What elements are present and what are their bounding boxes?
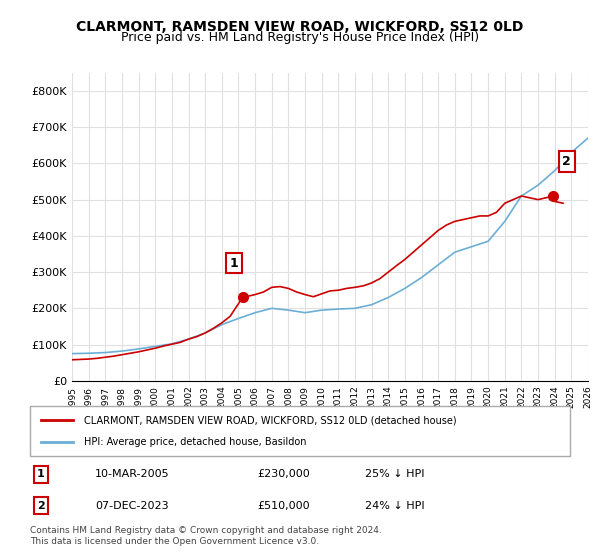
Text: 1: 1: [230, 256, 239, 270]
Text: 2: 2: [562, 155, 571, 168]
Text: 10-MAR-2005: 10-MAR-2005: [95, 469, 169, 479]
Text: £510,000: £510,000: [257, 501, 310, 511]
Text: 2: 2: [37, 501, 44, 511]
Text: 25% ↓ HPI: 25% ↓ HPI: [365, 469, 424, 479]
Text: Price paid vs. HM Land Registry's House Price Index (HPI): Price paid vs. HM Land Registry's House …: [121, 31, 479, 44]
Text: CLARMONT, RAMSDEN VIEW ROAD, WICKFORD, SS12 0LD: CLARMONT, RAMSDEN VIEW ROAD, WICKFORD, S…: [76, 20, 524, 34]
Text: HPI: Average price, detached house, Basildon: HPI: Average price, detached house, Basi…: [84, 437, 307, 447]
FancyBboxPatch shape: [30, 406, 570, 456]
Text: 1: 1: [37, 469, 44, 479]
Text: CLARMONT, RAMSDEN VIEW ROAD, WICKFORD, SS12 0LD (detached house): CLARMONT, RAMSDEN VIEW ROAD, WICKFORD, S…: [84, 415, 457, 425]
Text: 07-DEC-2023: 07-DEC-2023: [95, 501, 169, 511]
Text: 24% ↓ HPI: 24% ↓ HPI: [365, 501, 424, 511]
Text: Contains HM Land Registry data © Crown copyright and database right 2024.
This d: Contains HM Land Registry data © Crown c…: [30, 526, 382, 546]
Text: £230,000: £230,000: [257, 469, 310, 479]
